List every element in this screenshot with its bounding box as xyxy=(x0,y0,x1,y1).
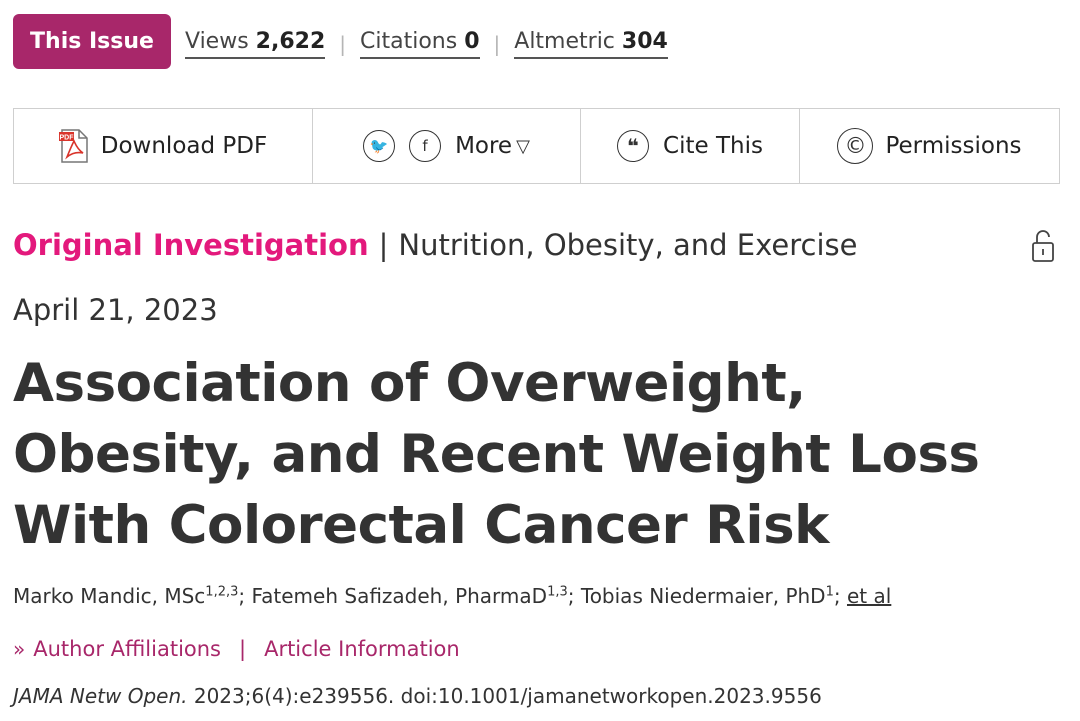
author-affiliation-sup: 1,3 xyxy=(547,584,568,600)
author-separator: ; xyxy=(833,584,847,608)
toolbar-share-cell: 🐦 f More ▽ xyxy=(313,109,581,183)
metric-separator: | xyxy=(339,32,347,56)
svg-text:PDF: PDF xyxy=(59,135,74,142)
article-information-link[interactable]: Article Information xyxy=(264,637,460,661)
cite-this-label: Cite This xyxy=(663,133,763,159)
author-separator: ; xyxy=(238,584,252,608)
copyright-icon: © xyxy=(837,128,874,164)
citations-label: Citations xyxy=(360,29,458,54)
et-al-link[interactable]: et al xyxy=(846,584,892,608)
article-title: Association of Overweight, Obesity, and … xyxy=(13,353,980,556)
download-pdf-button[interactable]: PDF Download PDF xyxy=(58,129,268,163)
more-share-button[interactable]: More ▽ xyxy=(455,133,530,159)
info-separator: | xyxy=(239,637,247,661)
category-separator: | xyxy=(378,228,389,262)
views-metric[interactable]: Views 2,622 xyxy=(185,29,326,59)
article-type-link[interactable]: Original Investigation xyxy=(13,228,369,262)
this-issue-button[interactable]: This Issue xyxy=(13,14,171,69)
altmetric-label: Altmetric xyxy=(514,29,615,54)
citation-journal: JAMA Netw Open. xyxy=(13,684,188,708)
facebook-icon[interactable]: f xyxy=(409,130,442,162)
cite-this-button[interactable]: ❝ Cite This xyxy=(617,130,763,162)
author-list: Marko Mandic, MSc1,2,3; Fatemeh Safizade… xyxy=(13,584,891,608)
publication-date: April 21, 2023 xyxy=(13,293,218,327)
citation-line: JAMA Netw Open. 2023;6(4):e239556. doi:1… xyxy=(13,684,822,708)
pdf-icon: PDF xyxy=(58,129,88,163)
altmetric-metric[interactable]: Altmetric 304 xyxy=(514,29,668,59)
author-affiliations-label: Author Affiliations xyxy=(33,637,221,661)
caret-down-icon: ▽ xyxy=(516,135,530,157)
permissions-label: Permissions xyxy=(885,133,1022,159)
toolbar-cite-cell: ❝ Cite This xyxy=(581,109,800,183)
article-info-links: » Author Affiliations | Article Informati… xyxy=(13,637,460,661)
download-pdf-label: Download PDF xyxy=(100,133,268,159)
article-category-line: Original Investigation | Nutrition, Obes… xyxy=(13,228,857,262)
article-toolbar: PDF Download PDF 🐦 f More ▽ ❝ Cite This … xyxy=(13,108,1060,184)
author-name[interactable]: Marko Mandic, MSc xyxy=(13,584,206,608)
toolbar-download-cell: PDF Download PDF xyxy=(14,109,313,183)
citations-metric[interactable]: Citations 0 xyxy=(360,29,480,59)
author-name[interactable]: Fatemeh Safizadeh, PharmaD xyxy=(251,584,548,608)
twitter-icon[interactable]: 🐦 xyxy=(363,130,396,162)
views-value: 2,622 xyxy=(255,29,326,54)
author-name[interactable]: Tobias Niedermaier, PhD xyxy=(580,584,826,608)
unlocked-icon xyxy=(1032,230,1054,262)
views-label: Views xyxy=(185,29,249,54)
metric-separator: | xyxy=(493,32,501,56)
altmetric-value: 304 xyxy=(621,29,668,54)
quote-icon: ❝ xyxy=(617,130,650,162)
citation-details: 2023;6(4):e239556. doi:10.1001/jamanetwo… xyxy=(187,684,822,708)
article-topic-link[interactable]: Nutrition, Obesity, and Exercise xyxy=(398,228,858,262)
double-chevron-right-icon: » xyxy=(13,637,26,661)
article-metrics: Views 2,622 | Citations 0 | Altmetric 30… xyxy=(185,24,668,64)
permissions-button[interactable]: © Permissions xyxy=(837,128,1022,164)
author-affiliation-sup: 1,2,3 xyxy=(205,584,239,600)
author-separator: ; xyxy=(567,584,581,608)
author-affiliation-sup: 1 xyxy=(825,584,834,600)
author-affiliations-link[interactable]: » Author Affiliations xyxy=(13,637,221,661)
toolbar-permissions-cell: © Permissions xyxy=(800,109,1059,183)
more-label: More xyxy=(455,133,513,159)
citations-value: 0 xyxy=(464,29,480,54)
